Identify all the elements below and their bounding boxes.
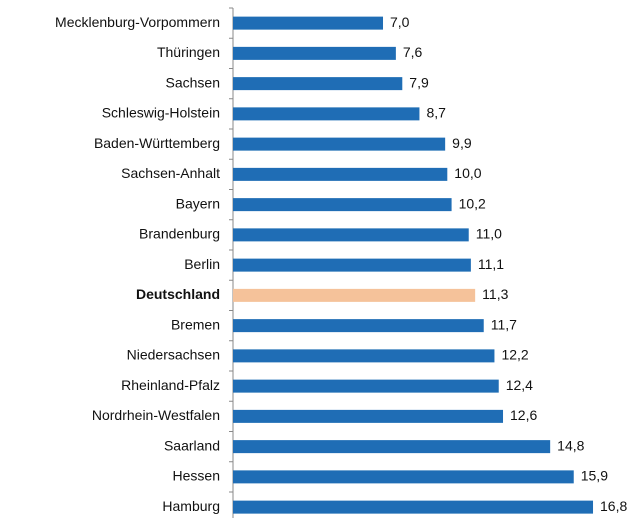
category-label: Niedersachsen: [127, 347, 220, 363]
value-label: 12,6: [510, 407, 537, 423]
value-label: 11,1: [478, 256, 504, 272]
value-label: 7,0: [390, 14, 410, 30]
category-label: Thüringen: [157, 44, 220, 60]
value-label: 12,4: [506, 377, 533, 393]
bar: [233, 258, 471, 272]
value-label: 11,7: [491, 316, 517, 332]
value-label: 15,9: [581, 468, 608, 484]
bar: [233, 107, 420, 121]
category-label: Rheinland-Pfalz: [121, 377, 220, 393]
category-label: Berlin: [184, 256, 220, 272]
category-label: Baden-Württemberg: [94, 135, 220, 151]
bar: [233, 288, 476, 302]
bar: [233, 198, 452, 212]
category-label: Bremen: [171, 316, 220, 332]
category-label: Brandenburg: [139, 226, 220, 242]
category-label: Schleswig-Holstein: [102, 105, 220, 121]
value-label: 8,7: [426, 105, 446, 121]
bar: [233, 46, 396, 60]
bar: [233, 16, 384, 30]
bar: [233, 440, 551, 454]
value-label: 10,2: [459, 195, 486, 211]
value-label: 11,3: [482, 286, 508, 302]
bar: [233, 349, 495, 363]
bar: [233, 228, 469, 242]
bar: [233, 137, 446, 151]
category-label: Mecklenburg-Vorpommern: [55, 14, 220, 30]
bar: [233, 77, 403, 91]
value-label: 12,2: [501, 347, 528, 363]
category-label: Deutschland: [136, 286, 220, 302]
category-label: Hamburg: [162, 498, 220, 514]
bar: [233, 319, 484, 333]
value-label: 14,8: [557, 437, 584, 453]
category-label: Bayern: [176, 195, 220, 211]
value-label: 7,9: [409, 74, 429, 90]
category-label: Hessen: [173, 468, 220, 484]
bar: [233, 167, 448, 181]
category-label: Sachsen-Anhalt: [121, 165, 220, 181]
value-label: 11,0: [476, 226, 502, 242]
category-label: Saarland: [164, 437, 220, 453]
category-label: Sachsen: [166, 74, 220, 90]
bar: [233, 409, 504, 423]
bar: [233, 500, 594, 514]
value-label: 7,6: [403, 44, 423, 60]
category-label: Nordrhein-Westfalen: [92, 407, 220, 423]
bar: [233, 470, 574, 484]
value-label: 10,0: [454, 165, 481, 181]
bar: [233, 379, 499, 393]
value-label: 16,8: [600, 498, 627, 514]
value-label: 9,9: [452, 135, 472, 151]
